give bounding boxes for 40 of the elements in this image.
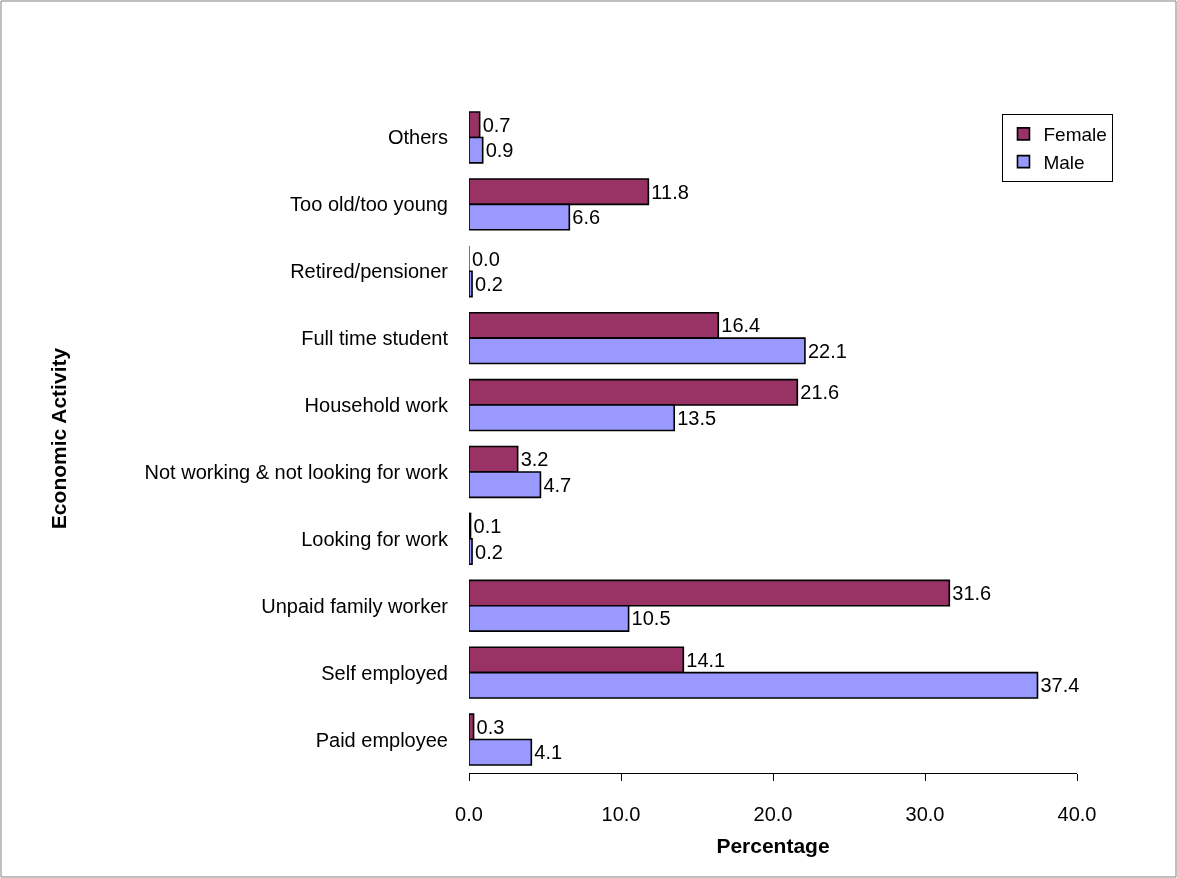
- x-tick-label: 40.0: [1057, 803, 1097, 825]
- data-label: 13.5: [677, 406, 717, 429]
- data-label: 0.2: [475, 540, 503, 563]
- y-tick-label: Others: [387, 126, 448, 149]
- y-tick-label: Too old/too young: [290, 193, 448, 216]
- y-axis-title: Economic Activity: [46, 347, 70, 530]
- y-tick-label: Looking for work: [301, 527, 449, 550]
- data-label: 0.3: [476, 715, 505, 738]
- data-label: 37.4: [1040, 674, 1080, 697]
- data-label: 31.6: [952, 582, 992, 605]
- data-label: 3.2: [520, 448, 549, 471]
- x-tick-label: 10.0: [601, 803, 641, 825]
- data-label: 0.0: [472, 247, 500, 270]
- data-label: 0.1: [473, 515, 502, 538]
- y-tick-label: Not working & not looking for work: [144, 460, 449, 483]
- x-tick-label: 30.0: [905, 803, 945, 825]
- data-label: 22.1: [807, 339, 847, 362]
- bar: [469, 270, 473, 298]
- data-label: 4.7: [543, 473, 572, 496]
- data-label: 0.9: [485, 139, 514, 162]
- x-tick-label: 0.0: [455, 803, 483, 825]
- x-axis-title: Percentage: [716, 834, 830, 858]
- y-tick-label: Unpaid family worker: [261, 594, 449, 617]
- data-label: 6.6: [572, 206, 601, 229]
- data-label: 10.5: [631, 607, 671, 630]
- data-label: 0.2: [475, 272, 503, 295]
- data-label: 16.4: [721, 314, 761, 337]
- data-label: 4.1: [534, 741, 563, 764]
- x-tick-label: 20.0: [753, 803, 793, 825]
- data-label: 0.7: [482, 113, 511, 136]
- y-tick-label: Household work: [304, 394, 449, 417]
- y-tick-label: Retired/pensioner: [290, 260, 449, 283]
- y-tick-label: Full time student: [301, 327, 449, 350]
- legend-label: Female: [1043, 124, 1107, 146]
- y-tick-label: Self employed: [321, 661, 448, 684]
- legend-label: Male: [1043, 151, 1085, 173]
- y-tick-label: Paid employee: [315, 728, 448, 751]
- data-label: 21.6: [800, 381, 840, 404]
- data-label: 11.8: [651, 180, 689, 203]
- data-label: 14.1: [686, 648, 726, 671]
